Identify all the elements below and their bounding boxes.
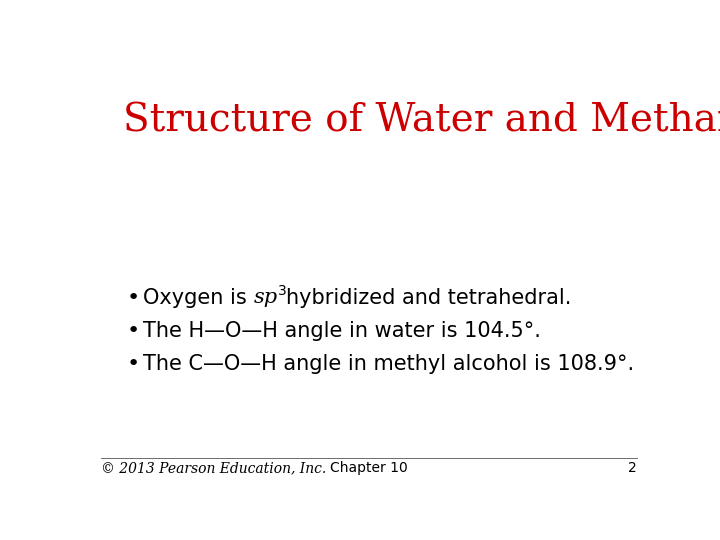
Text: •: • — [126, 354, 140, 374]
Text: Chapter 10: Chapter 10 — [330, 461, 408, 475]
Text: Structure of Water and Methanol: Structure of Water and Methanol — [124, 102, 720, 139]
Text: sp: sp — [253, 288, 277, 307]
Text: The H—O—H angle in water is 104.5°.: The H—O—H angle in water is 104.5°. — [143, 321, 541, 341]
Text: hybridized and tetrahedral.: hybridized and tetrahedral. — [287, 288, 572, 308]
Text: 2: 2 — [628, 461, 637, 475]
Text: •: • — [126, 288, 140, 308]
Text: 3: 3 — [277, 284, 287, 298]
Text: The C—O—H angle in methyl alcohol is 108.9°.: The C—O—H angle in methyl alcohol is 108… — [143, 354, 634, 374]
Text: © 2013 Pearson Education, Inc.: © 2013 Pearson Education, Inc. — [101, 461, 326, 475]
Text: Oxygen is: Oxygen is — [143, 288, 253, 308]
Text: •: • — [126, 321, 140, 341]
